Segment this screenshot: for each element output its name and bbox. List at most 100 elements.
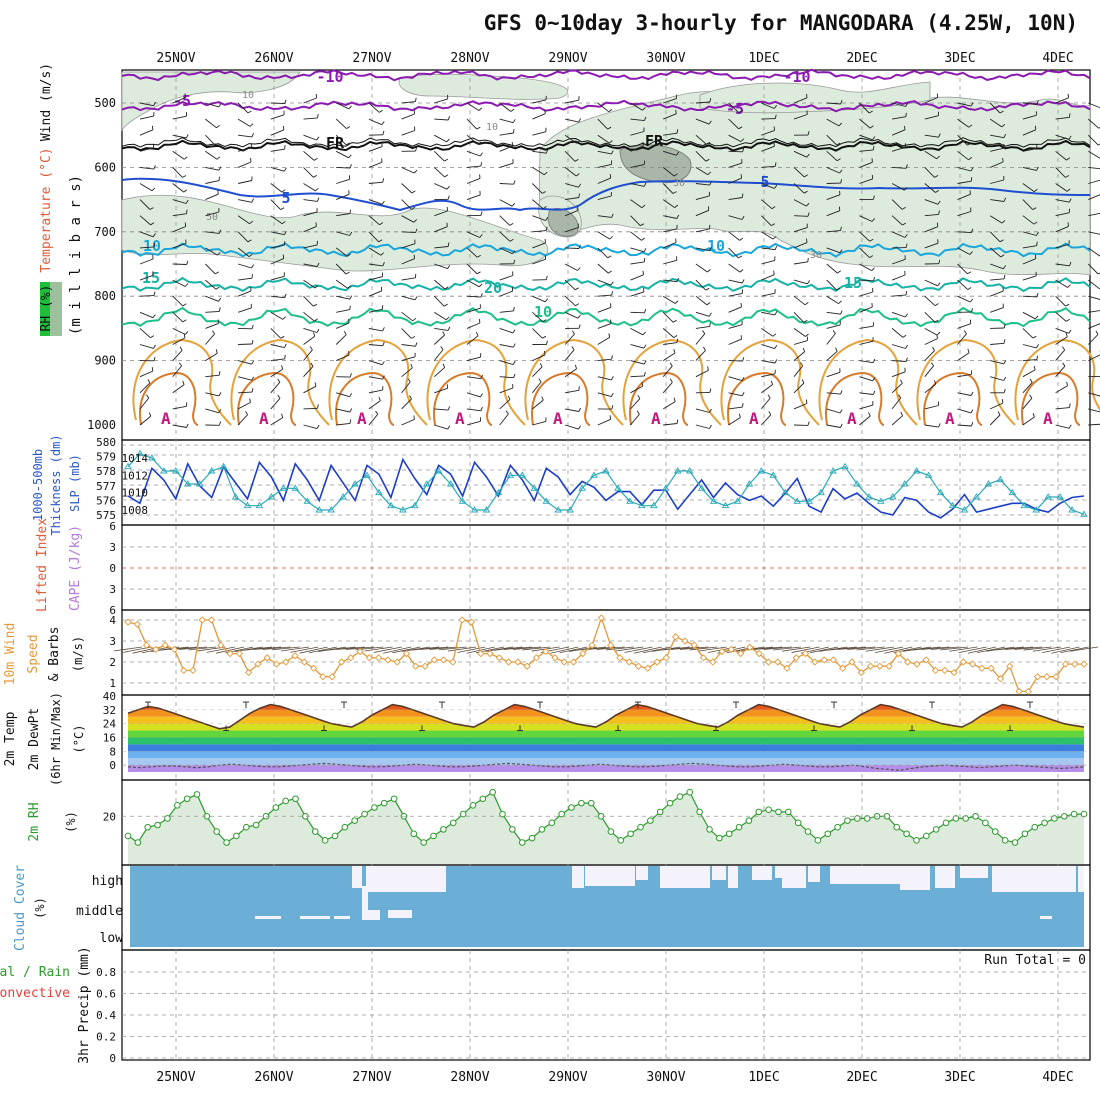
- slp-marker: [148, 454, 156, 461]
- wind-barb-flag: [643, 182, 647, 187]
- rh-marker: [430, 832, 437, 840]
- wind-barb-flag: [1067, 222, 1069, 227]
- wind-barb: [663, 279, 678, 283]
- wind-speed-marker: [1080, 660, 1088, 668]
- wind-barb-10m: [865, 646, 894, 652]
- wind-barb: [695, 195, 710, 201]
- wind-barb-flag: [182, 303, 187, 307]
- wind-barb-flag: [610, 392, 614, 397]
- wind-barb: [990, 342, 1005, 345]
- slp-tick-label: 1014: [122, 452, 149, 465]
- wind-barb: [1088, 354, 1100, 362]
- wind-barb: [761, 311, 776, 316]
- wind-barb-flag: [215, 349, 218, 354]
- wind-barb: [368, 263, 383, 267]
- wind-barb: [499, 215, 511, 226]
- wind-barb: [172, 243, 187, 249]
- wind-barb-flag: [706, 302, 711, 306]
- wind-barb-flag: [478, 319, 481, 324]
- wind-barb-flag: [478, 283, 483, 288]
- wind-barb-flag: [382, 341, 385, 346]
- wind-barb-flag: [1095, 330, 1099, 335]
- temp-band: [128, 751, 1084, 759]
- wind-barb-flag: [447, 242, 450, 247]
- wind-barb: [859, 263, 873, 271]
- wind-barb-flag: [349, 419, 352, 424]
- wind-barb: [597, 294, 612, 297]
- wind-barb: [564, 183, 579, 188]
- rh-marker: [420, 839, 427, 846]
- slp-marker: [745, 480, 754, 487]
- wind-barb: [695, 295, 708, 306]
- wind-barb: [630, 328, 644, 336]
- wind-barb-flag: [806, 238, 808, 243]
- wind-barb: [695, 167, 709, 176]
- rh-marker: [558, 810, 565, 818]
- rh-marker: [587, 799, 595, 807]
- wind-speed-marker: [467, 618, 476, 626]
- cape-tick-label: 6: [109, 604, 116, 617]
- rh-marker: [686, 788, 694, 796]
- wind-barb-flag: [576, 140, 580, 144]
- wind-barb: [989, 102, 1001, 114]
- wind-barb-flag: [970, 167, 974, 172]
- wind-barb-flag: [186, 423, 189, 428]
- slp-marker: [936, 488, 945, 496]
- wind-barb: [597, 306, 612, 313]
- wind-barb-flag: [904, 186, 908, 191]
- cloud-clear-block: [366, 866, 446, 892]
- wind-barb: [662, 167, 675, 177]
- wind-barb: [401, 295, 416, 301]
- wind-barb-flag: [872, 145, 875, 150]
- wind-barb-10m: [782, 646, 811, 652]
- slp-marker: [900, 480, 909, 487]
- wind-barb-flag: [412, 317, 417, 322]
- wind-barb: [499, 387, 514, 394]
- wind-barb-flag: [185, 134, 189, 139]
- wind-barb: [957, 392, 972, 396]
- wind-barb-flag: [251, 274, 253, 279]
- wind-barb: [891, 146, 906, 152]
- wind-barb: [434, 408, 449, 411]
- rh-marker: [538, 826, 546, 833]
- slp-marker: [387, 501, 395, 509]
- wind-barb: [1022, 275, 1037, 281]
- contour-30: [531, 371, 591, 426]
- wind-barb: [826, 333, 836, 345]
- ylabel-pressure: (m i l l i b a r s): [68, 175, 84, 335]
- wind-barb: [891, 183, 905, 191]
- contour-25: [132, 338, 232, 426]
- wind-barb-flag: [739, 237, 744, 241]
- cape-tick-label: 3: [109, 583, 116, 596]
- wind-barb: [335, 118, 347, 129]
- wind-speed-marker: [718, 647, 726, 656]
- slp-marker: [207, 467, 216, 474]
- slp-marker: [1032, 506, 1040, 513]
- wind-barb-flag: [277, 394, 281, 399]
- wind-barb-flag: [415, 228, 418, 233]
- rh-marker: [292, 795, 299, 803]
- wind-barb: [695, 369, 709, 378]
- wind-barb: [434, 226, 448, 233]
- wind-barb-flag: [674, 300, 679, 304]
- wind-tick-label: 2: [109, 656, 116, 669]
- wind-barb: [597, 177, 611, 184]
- rh-shading-patch: [699, 81, 931, 114]
- wind-barb-flag: [1003, 376, 1007, 381]
- wind-barb: [728, 247, 739, 259]
- slp-marker: [422, 480, 431, 487]
- rh-marker: [282, 797, 289, 805]
- wind-barb: [368, 102, 380, 113]
- wind-barb: [1055, 150, 1067, 161]
- wind-barb: [892, 116, 906, 120]
- wind-barb-flag: [1001, 399, 1004, 404]
- wind-barb: [597, 150, 612, 155]
- date-label-top: 2DEC: [846, 51, 877, 66]
- rh-marker: [666, 799, 674, 807]
- wind-speed-marker: [996, 675, 1005, 683]
- wind-barb: [335, 263, 347, 275]
- wind-barb: [303, 134, 317, 141]
- wind-speed-marker: [774, 658, 782, 666]
- wind-barb: [565, 197, 579, 201]
- wind-barb-flag: [1065, 318, 1070, 322]
